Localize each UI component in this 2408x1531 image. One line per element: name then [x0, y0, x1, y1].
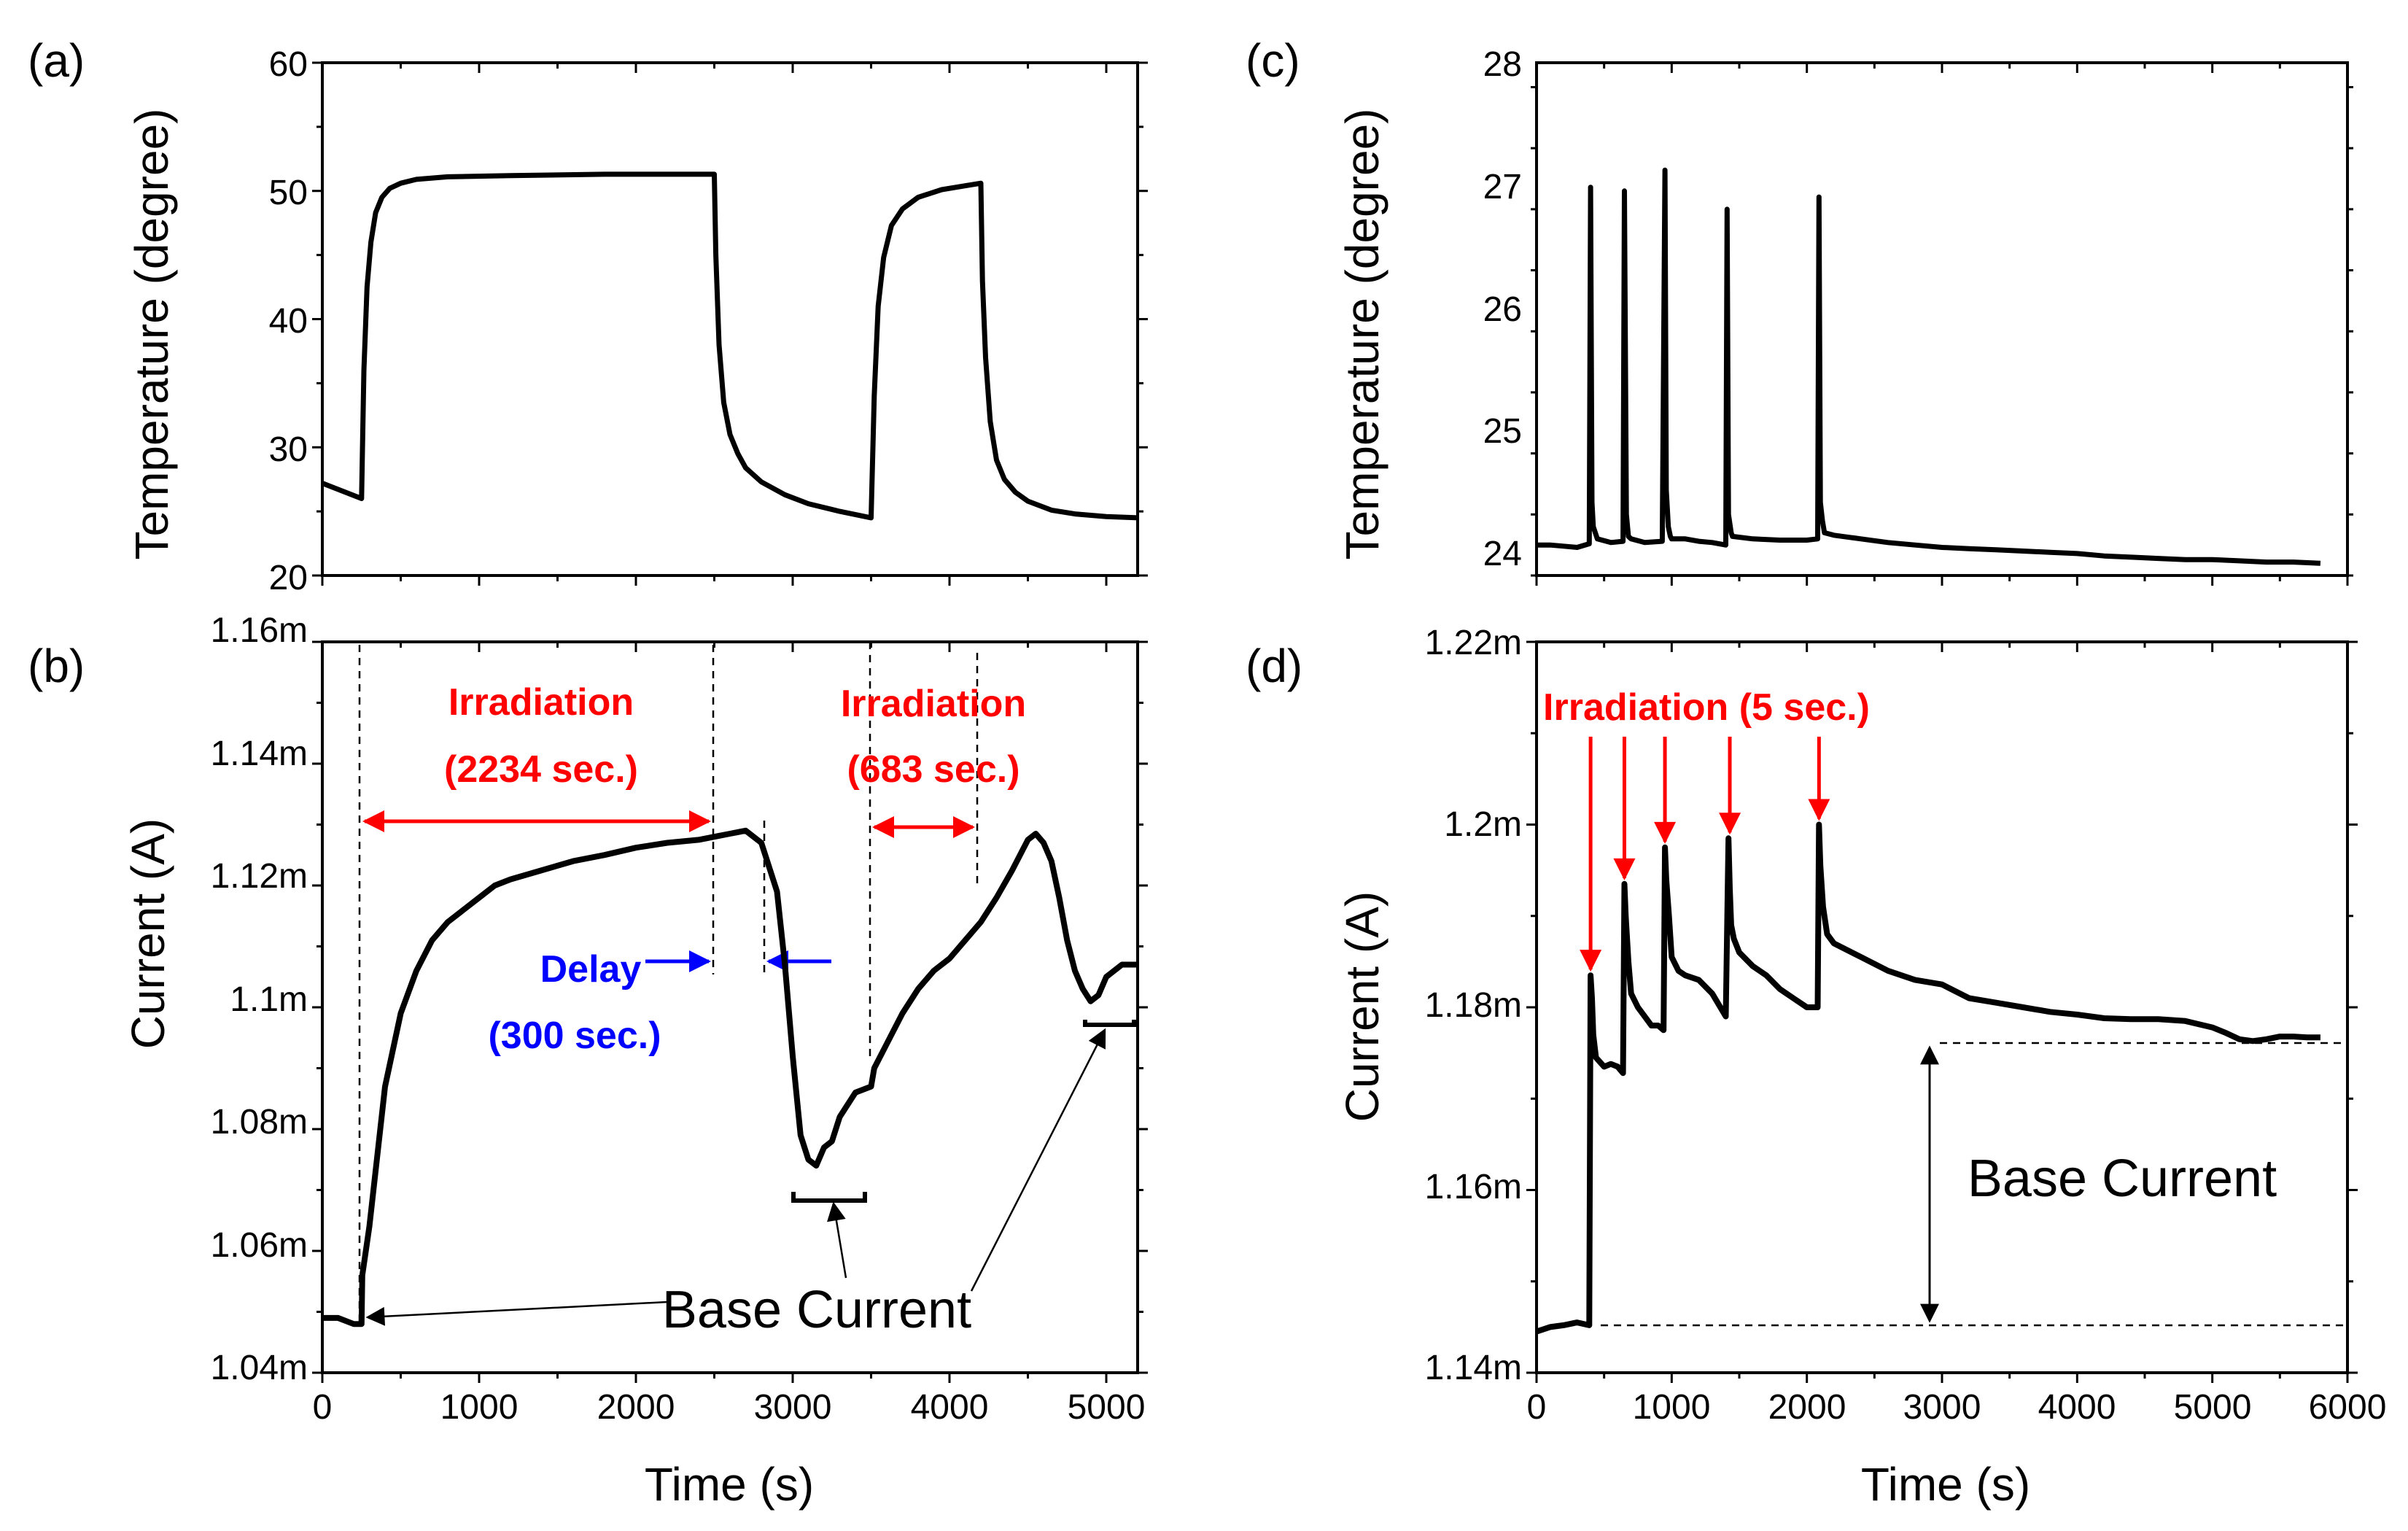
x-tick-labels-b: 0 1000 2000 3000 4000 5000 [313, 1388, 1146, 1427]
y-tick-label-c-27: 27 [1483, 168, 1522, 206]
y-tick-labels-a: 60 50 40 30 20 [269, 45, 308, 597]
panel-label-c: (c) [1246, 34, 1300, 87]
x-axis-label-d: Time (s) [1861, 1458, 2030, 1511]
y-tick-label-d-1.22m: 1.22m [1425, 624, 1522, 662]
x-tick-label-b-4000: 4000 [911, 1388, 989, 1427]
y-tick-label-a-60: 60 [269, 45, 308, 84]
panel-label-b: (b) [28, 640, 85, 692]
y-tick-label-c-24: 24 [1483, 535, 1522, 573]
y-tick-label-c-26: 26 [1483, 290, 1522, 329]
x-tick-label-d-2000: 2000 [1768, 1388, 1846, 1427]
x-tick-label-d-6000: 6000 [2309, 1388, 2387, 1427]
series-line-c [1537, 167, 2321, 566]
x-tick-label-b-1000: 1000 [440, 1388, 519, 1427]
base-bracket-2 [1083, 1020, 1136, 1027]
ticks-a [312, 61, 1148, 586]
plot-frame-d [1535, 640, 2349, 1374]
y-axis-label-c: Temperature (degree) [1336, 109, 1389, 560]
plot-frame-a [321, 61, 1139, 577]
y-tick-label-a-20: 20 [269, 559, 308, 597]
x-tick-label-d-1000: 1000 [1633, 1388, 1711, 1427]
y-tick-label-a-50: 50 [269, 174, 308, 212]
irradiation-duration-1: (2234 sec.) [444, 748, 638, 791]
panel-c: (c) Temperature (degree) 28 27 26 25 24 [1246, 34, 2353, 586]
y-tick-label-b-1.12m: 1.12m [211, 857, 308, 896]
base-current-label-b: Base Current [662, 1281, 971, 1339]
y-axis-label-a: Temperature (degree) [125, 109, 178, 560]
irradiation-arrows-d [1580, 737, 1830, 972]
base-current-label-d: Base Current [1968, 1150, 2277, 1208]
x-tick-label-b-3000: 3000 [754, 1388, 832, 1427]
y-tick-label-a-40: 40 [269, 302, 308, 341]
y-tick-label-b-1.16m: 1.16m [211, 611, 308, 650]
x-tick-label-d-0: 0 [1527, 1388, 1547, 1427]
base-bracket-1 [791, 1192, 867, 1203]
y-axis-label-d: Current (A) [1336, 891, 1389, 1123]
irradiation-label-2: Irradiation [841, 683, 1026, 725]
y-tick-label-c-25: 25 [1483, 412, 1522, 451]
base-current-arrow-3 [970, 1028, 1106, 1292]
annotations-d: Irradiation (5 sec.) Base Current [1543, 686, 2345, 1327]
ticks-d [1526, 640, 2358, 1383]
x-tick-labels-d: 0 1000 2000 3000 4000 5000 6000 [1527, 1388, 2387, 1427]
panel-label-a: (a) [28, 34, 85, 87]
y-tick-label-b-1.08m: 1.08m [211, 1103, 308, 1142]
y-tick-label-d-1.18m: 1.18m [1425, 986, 1522, 1025]
series-line-d [1535, 821, 2320, 1335]
panel-d: (d) Current (A) 1.14m 1.16m 1.18m 1.2m 1… [1246, 624, 2386, 1511]
y-tick-label-b-1.04m: 1.04m [211, 1349, 308, 1387]
y-tick-label-d-1.16m: 1.16m [1425, 1168, 1522, 1206]
irradiation-duration-2: (683 sec.) [847, 748, 1019, 791]
y-tick-label-b-1.1m: 1.1m [230, 980, 308, 1019]
y-tick-label-b-1.06m: 1.06m [211, 1226, 308, 1265]
ticks-b [312, 640, 1148, 1383]
y-axis-label-b: Current (A) [122, 818, 174, 1050]
x-tick-label-d-5000: 5000 [2174, 1388, 2252, 1427]
x-tick-label-b-5000: 5000 [1068, 1388, 1146, 1427]
plot-frame-c [1535, 61, 2349, 577]
x-tick-label-d-4000: 4000 [2038, 1388, 2116, 1427]
annotations-b: Irradiation (2234 sec.) Irradiation (683… [358, 642, 1136, 1339]
y-tick-labels-d: 1.14m 1.16m 1.18m 1.2m 1.22m [1425, 624, 1522, 1387]
panel-label-d: (d) [1246, 640, 1302, 692]
ticks-c [1531, 63, 2353, 586]
y-tick-label-d-1.14m: 1.14m [1425, 1349, 1522, 1387]
base-current-arrow-2 [827, 1201, 847, 1279]
panel-b: (b) Current (A) 1.04m 1.06m 1.08m 1.1m 1… [28, 611, 1148, 1511]
y-tick-label-d-1.2m: 1.2m [1444, 805, 1522, 844]
y-tick-labels-c: 28 27 26 25 24 [1483, 45, 1522, 573]
panel-a: (a) Temperature (degree) 60 50 40 30 20 [28, 34, 1148, 597]
x-tick-label-b-0: 0 [313, 1388, 333, 1427]
y-tick-labels-b: 1.04m 1.06m 1.08m 1.1m 1.12m 1.14m 1.16m [211, 611, 308, 1387]
x-tick-label-b-2000: 2000 [597, 1388, 675, 1427]
y-tick-label-c-28: 28 [1483, 45, 1522, 84]
irradiation-label-1: Irradiation [448, 681, 634, 724]
y-tick-label-b-1.14m: 1.14m [211, 735, 308, 773]
delay-duration: (300 sec.) [488, 1015, 661, 1057]
delay-label: Delay [540, 948, 642, 991]
base-current-arrow-1 [365, 1301, 668, 1326]
series-line-a [321, 171, 1138, 521]
irradiation-label-d: Irradiation (5 sec.) [1543, 686, 1870, 729]
y-tick-label-a-30: 30 [269, 430, 308, 469]
plot-frame-b [321, 640, 1139, 1374]
x-tick-label-d-3000: 3000 [1903, 1388, 1981, 1427]
series-line-b [322, 827, 1138, 1327]
x-axis-label-b: Time (s) [645, 1458, 814, 1511]
